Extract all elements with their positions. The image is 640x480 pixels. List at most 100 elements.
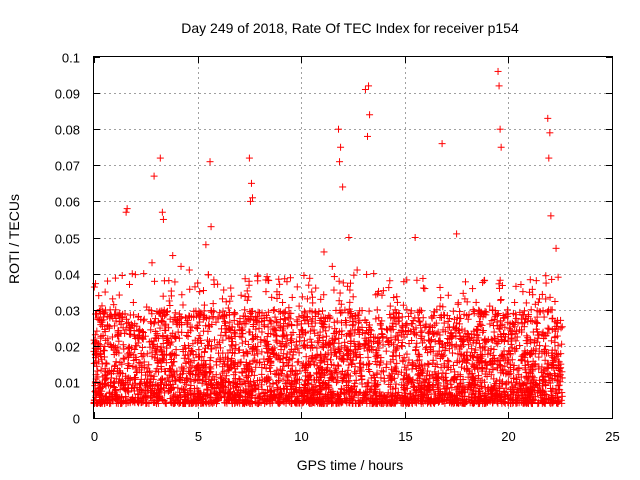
data-point xyxy=(314,365,322,373)
data-point xyxy=(496,125,504,133)
data-point xyxy=(195,346,203,354)
data-point xyxy=(336,158,344,166)
data-point xyxy=(292,366,300,374)
data-point xyxy=(456,308,464,316)
data-point xyxy=(346,331,354,339)
data-point xyxy=(228,341,236,349)
data-point xyxy=(335,277,343,285)
data-point xyxy=(122,208,130,216)
data-point xyxy=(206,158,214,166)
data-point xyxy=(158,375,166,383)
data-point xyxy=(230,316,238,324)
data-point xyxy=(204,271,212,279)
data-point xyxy=(444,356,452,364)
data-point xyxy=(542,342,550,350)
data-point xyxy=(403,306,411,314)
data-point xyxy=(364,132,372,140)
data-point xyxy=(227,284,235,292)
data-point xyxy=(236,359,244,367)
data-point xyxy=(419,314,427,322)
data-point xyxy=(512,282,520,290)
data-point xyxy=(490,328,498,336)
data-point xyxy=(416,318,424,326)
data-point xyxy=(115,337,123,345)
data-point xyxy=(286,274,294,282)
data-point xyxy=(264,323,272,331)
data-point xyxy=(202,241,210,249)
data-point xyxy=(226,297,234,305)
data-point xyxy=(185,266,193,274)
y-tick-labels: 0 0.01 0.02 0.03 0.04 0.05 0.06 0.07 0.08 0.09 0.1 xyxy=(55,51,80,427)
data-point xyxy=(247,179,255,187)
data-point xyxy=(177,262,185,270)
x-tick-label: 5 xyxy=(195,429,202,444)
data-point xyxy=(507,340,515,348)
chart-title: Day 249 of 2018, Rate Of TEC Index for r… xyxy=(181,20,519,36)
data-point xyxy=(295,349,303,357)
data-point xyxy=(268,293,276,301)
data-point xyxy=(333,317,341,325)
data-point xyxy=(151,318,159,326)
data-point xyxy=(209,300,217,308)
data-point xyxy=(227,292,235,300)
data-point xyxy=(253,346,261,354)
data-point xyxy=(217,325,225,333)
data-point xyxy=(421,285,429,293)
data-point xyxy=(245,154,253,162)
data-point xyxy=(159,215,167,223)
data-point xyxy=(231,310,239,318)
data-point xyxy=(318,307,326,315)
data-point xyxy=(363,270,371,278)
y-tick-label: 0.09 xyxy=(55,87,80,102)
data-point xyxy=(544,324,552,332)
data-point xyxy=(312,284,320,292)
data-point xyxy=(156,154,164,162)
data-points-layer xyxy=(90,67,566,408)
data-point xyxy=(454,300,462,308)
data-point xyxy=(147,326,155,334)
data-point xyxy=(138,343,146,351)
data-point xyxy=(171,278,179,286)
data-point xyxy=(109,295,117,303)
data-point xyxy=(115,291,123,299)
y-tick-label: 0.03 xyxy=(55,304,80,319)
data-point xyxy=(373,306,381,314)
data-point xyxy=(424,349,432,357)
data-point xyxy=(411,234,419,241)
data-point xyxy=(339,183,347,191)
y-tick-label: 0.04 xyxy=(55,268,80,283)
data-point xyxy=(510,361,518,369)
data-point xyxy=(178,291,186,299)
data-point xyxy=(479,327,487,335)
data-point xyxy=(279,298,287,306)
data-point xyxy=(503,306,511,314)
data-point xyxy=(179,301,187,309)
data-point xyxy=(534,298,542,306)
data-point xyxy=(130,375,138,383)
data-point xyxy=(522,299,530,307)
data-point xyxy=(542,272,550,280)
data-point xyxy=(193,324,201,332)
data-point xyxy=(386,277,394,285)
data-point xyxy=(330,273,338,281)
data-point xyxy=(330,286,338,294)
data-point xyxy=(365,307,373,315)
data-point xyxy=(436,283,444,291)
x-tick-label: 10 xyxy=(294,429,308,444)
data-point xyxy=(238,333,246,341)
data-point xyxy=(382,347,390,355)
x-tick-label: 20 xyxy=(501,429,515,444)
data-point xyxy=(269,307,277,315)
data-point xyxy=(345,234,353,241)
data-point xyxy=(210,280,218,288)
data-point xyxy=(532,277,540,285)
y-tick-label: 0 xyxy=(73,412,80,427)
data-point xyxy=(377,357,385,365)
data-point xyxy=(200,348,208,356)
data-point xyxy=(167,287,175,295)
data-point xyxy=(245,293,253,301)
data-point xyxy=(511,298,519,306)
data-point xyxy=(355,330,363,338)
